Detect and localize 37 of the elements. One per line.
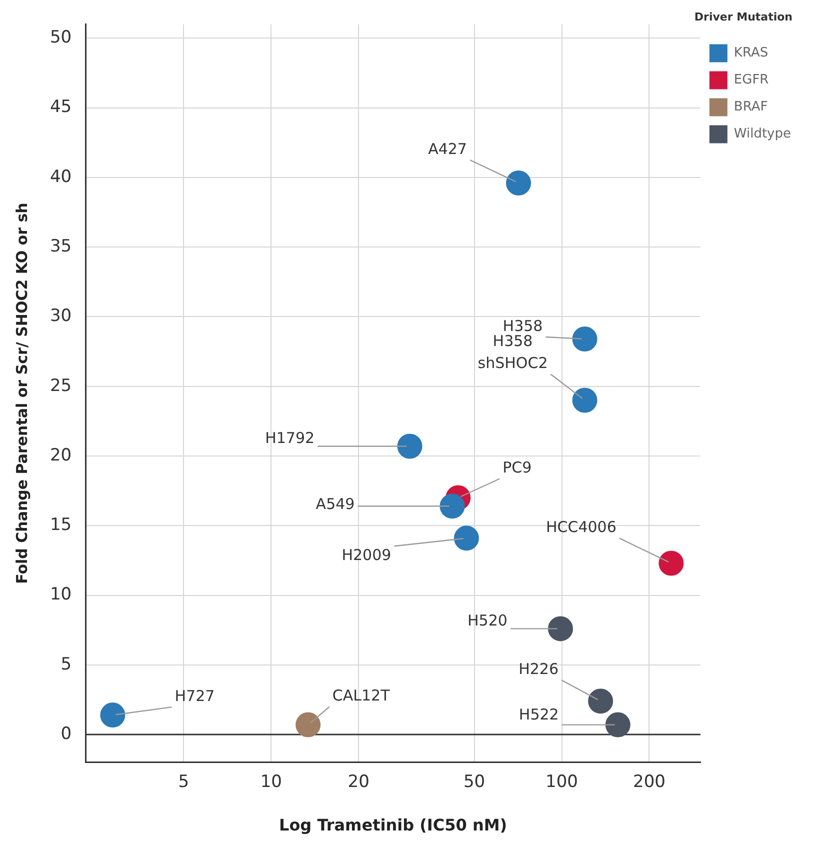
legend-label: KRAS [734, 46, 768, 61]
y-tick-label: 0 [60, 724, 72, 744]
y-tick-label: 30 [50, 306, 72, 326]
y-axis-title: Fold Change Parental or Scr/ SHOC2 KO or sh [12, 202, 31, 584]
legend-label: Wildtype [734, 126, 792, 142]
annotation: A427 [428, 140, 467, 158]
y-tick-label: 20 [50, 445, 72, 466]
annotation: H1792 [265, 429, 315, 448]
y-tick-label: 5 [60, 654, 72, 674]
y-tick-label: 40 [50, 166, 72, 187]
legend-label: EGFR [734, 72, 769, 88]
y-tick-label: 15 [50, 515, 72, 536]
x-tick-label: 50 [463, 772, 486, 792]
legend-label: BRAF [734, 100, 768, 115]
annotation: HCC4006 [546, 518, 616, 536]
legend-title: Driver Mutation [694, 10, 793, 24]
annotation: A549 [316, 495, 355, 514]
y-tick-label: 50 [50, 28, 72, 48]
y-tick-label: 10 [50, 584, 72, 605]
y-tick-label: 25 [50, 376, 72, 396]
annotation: H520 [468, 612, 508, 630]
x-tick-label: 100 [546, 772, 578, 792]
annotation: H226 [518, 660, 559, 678]
annotation: PC9 [502, 458, 532, 477]
x-axis-title: Log Trametinib (IC50 nM) [278, 816, 508, 835]
annotation: H727 [174, 686, 215, 705]
annotation: CAL12T [332, 686, 391, 705]
annotation: H2009 [342, 546, 392, 564]
y-tick-label: 35 [50, 236, 72, 256]
x-tick-label: 10 [260, 772, 282, 792]
annotation: H522 [518, 706, 559, 724]
y-tick-label: 45 [50, 97, 72, 118]
x-tick-label: 5 [178, 772, 190, 792]
annotation: H358 shSHOC2 [478, 332, 548, 372]
x-tick-label: 20 [348, 772, 370, 792]
annotation: H358 [502, 316, 543, 335]
x-tick-label: 200 [633, 772, 666, 792]
